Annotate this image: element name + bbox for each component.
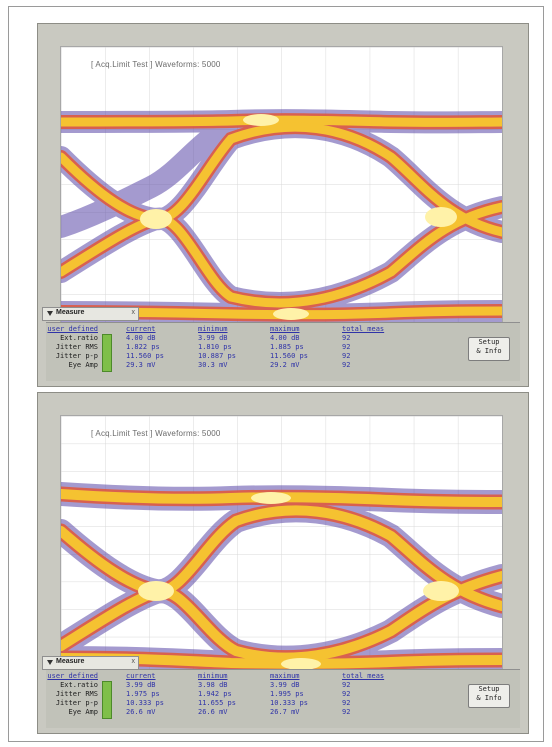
setup-button-line2: & Info [476,347,502,355]
header-maximum: maximum [270,325,300,333]
table-row: Jitter RMS 1.822 ps 1.810 ps 1.885 ps 92 [46,343,520,351]
value-total: 92 [342,681,351,689]
value-current: 29.3 mV [126,361,156,369]
measure-tab-label: Measure [56,658,85,665]
value-current: 1.975 ps [126,690,160,698]
value-maximum: 26.7 mV [270,708,300,716]
measure-tab-2[interactable]: Measure x [42,656,139,670]
measure-tab-1[interactable]: Measure x [42,307,139,321]
collapse-triangle-icon[interactable] [47,660,53,665]
row-label: Eye Amp [68,361,98,369]
row-label: Jitter RMS [55,343,98,351]
eye-diagram-screen-2: [ Acq.Limit Test ] Waveforms: 5000 [60,415,503,693]
setup-info-button[interactable]: Setup & Info [468,337,510,361]
setup-info-button[interactable]: Setup & Info [468,684,510,708]
header-user-defined: user defined [47,672,98,680]
value-total: 92 [342,361,351,369]
measurement-indicator [102,334,112,372]
eye-traces-2 [61,482,502,676]
value-maximum: 1.995 ps [270,690,304,698]
setup-button-line1: Setup [478,338,500,346]
header-current: current [126,325,156,333]
table-row: Jitter p-p 11.560 ps 10.887 ps 11.560 ps… [46,352,520,360]
table-row: Jitter p-p 10.333 ps 11.655 ps 10.333 ps… [46,699,520,707]
value-current: 10.333 ps [126,699,164,707]
collapse-triangle-icon[interactable] [47,311,53,316]
value-maximum: 10.333 ps [270,699,308,707]
row-label: Eye Amp [68,708,98,716]
value-maximum: 3.99 dB [270,681,300,689]
header-minimum: minimum [198,672,228,680]
row-label: Jitter p-p [55,699,98,707]
eye-diagram-2 [61,416,502,692]
measurement-table-1: user defined current minimum maximum tot… [46,322,520,381]
eye-diagram-1 [61,47,502,322]
value-current: 3.99 dB [126,681,156,689]
value-maximum: 11.560 ps [270,352,308,360]
table-row: Ext.ratio 4.00 dB 3.99 dB 4.00 dB 92 [46,334,520,342]
setup-button-line1: Setup [478,685,500,693]
figure-frame: [ Acq.Limit Test ] Waveforms: 5000 Measu… [8,6,544,742]
row-label: Ext.ratio [60,681,98,689]
value-minimum: 1.810 ps [198,343,232,351]
value-current: 26.6 mV [126,708,156,716]
value-total: 92 [342,690,351,698]
close-icon[interactable]: x [131,309,136,316]
table-row: Eye Amp 29.3 mV 30.3 mV 29.2 mV 92 [46,361,520,369]
value-total: 92 [342,334,351,342]
oscilloscope-panel-1: [ Acq.Limit Test ] Waveforms: 5000 Measu… [37,23,529,387]
row-label: Jitter p-p [55,352,98,360]
value-minimum: 1.942 ps [198,690,232,698]
value-total: 92 [342,699,351,707]
value-current: 4.00 dB [126,334,156,342]
table-row: Jitter RMS 1.975 ps 1.942 ps 1.995 ps 92 [46,690,520,698]
value-total: 92 [342,343,351,351]
table-header: user defined current minimum maximum tot… [46,325,520,333]
value-total: 92 [342,352,351,360]
value-minimum: 10.887 ps [198,352,236,360]
measurement-table-2: user defined current minimum maximum tot… [46,669,520,728]
value-minimum: 26.6 mV [198,708,228,716]
oscilloscope-panel-2: [ Acq.Limit Test ] Waveforms: 5000 Measu… [37,392,529,734]
value-current: 11.560 ps [126,352,164,360]
acquisition-title-2: [ Acq.Limit Test ] Waveforms: 5000 [91,429,221,438]
close-icon[interactable]: x [131,658,136,665]
measurement-indicator [102,681,112,719]
header-user-defined: user defined [47,325,98,333]
value-maximum: 1.885 ps [270,343,304,351]
table-header: user defined current minimum maximum tot… [46,672,520,680]
eye-diagram-screen-1: [ Acq.Limit Test ] Waveforms: 5000 [60,46,503,323]
setup-button-line2: & Info [476,694,502,702]
value-minimum: 11.655 ps [198,699,236,707]
header-total-meas: total meas [342,325,385,333]
row-label: Jitter RMS [55,690,98,698]
acquisition-title-1: [ Acq.Limit Test ] Waveforms: 5000 [91,60,221,69]
table-row: Ext.ratio 3.99 dB 3.98 dB 3.99 dB 92 [46,681,520,689]
value-minimum: 3.99 dB [198,334,228,342]
measure-tab-label: Measure [56,309,85,316]
value-total: 92 [342,708,351,716]
header-maximum: maximum [270,672,300,680]
header-minimum: minimum [198,325,228,333]
row-label: Ext.ratio [60,334,98,342]
eye-traces-1 [61,109,502,322]
header-current: current [126,672,156,680]
value-minimum: 3.98 dB [198,681,228,689]
value-minimum: 30.3 mV [198,361,228,369]
table-row: Eye Amp 26.6 mV 26.6 mV 26.7 mV 92 [46,708,520,716]
value-current: 1.822 ps [126,343,160,351]
header-total-meas: total meas [342,672,385,680]
value-maximum: 29.2 mV [270,361,300,369]
value-maximum: 4.00 dB [270,334,300,342]
